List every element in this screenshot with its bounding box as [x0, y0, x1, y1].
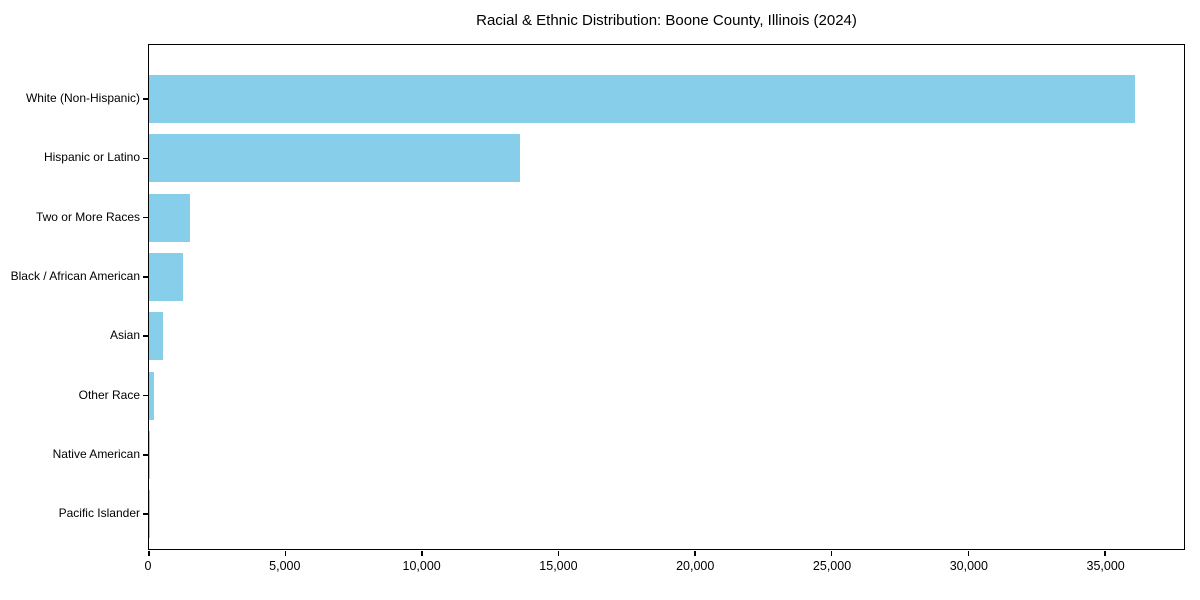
y-axis-label-white-non-hispanic: White (Non-Hispanic) [25, 91, 140, 105]
x-tick-label: 15,000 [539, 559, 578, 573]
y-tick-mark [143, 157, 149, 160]
y-tick-mark [143, 276, 149, 278]
x-tick-mark [284, 550, 287, 556]
y-tick-mark [143, 98, 149, 100]
x-tick-mark [694, 550, 696, 556]
y-tick-mark [143, 513, 149, 515]
x-tick-mark [148, 550, 150, 556]
x-tick-label: 30,000 [949, 559, 988, 573]
x-tick-label: 35,000 [1086, 559, 1125, 573]
y-tick-mark [143, 216, 149, 219]
bar-hispanic-or-latino [149, 134, 521, 183]
x-tick-mark [421, 550, 423, 556]
bar-asian [149, 312, 163, 361]
y-tick-mark [143, 335, 149, 337]
y-axis-label-asian: Asian [109, 328, 140, 343]
x-tick-label: 5,000 [269, 559, 301, 573]
x-tick-label: 0 [144, 559, 152, 573]
x-tick-label: 25,000 [812, 559, 852, 573]
y-axis-label-black-african-american: Black / African American [10, 268, 140, 283]
y-axis-label-native-american: Native American [52, 446, 140, 461]
bar-white-non-hispanic [149, 75, 1135, 123]
x-tick-mark [557, 550, 560, 556]
x-tick-label: 20,000 [676, 559, 715, 573]
y-tick-mark [143, 454, 149, 456]
bar-native-american [149, 430, 151, 479]
y-axis-label-two-or-more-races: Two or More Races [35, 209, 140, 224]
x-tick-label: 10,000 [402, 559, 441, 573]
chart-title: Racial & Ethnic Distribution: Boone Coun… [476, 12, 857, 29]
plot-area [143, 44, 1185, 556]
x-tick-mark [1104, 550, 1106, 556]
bar-two-or-more-races [149, 193, 190, 242]
bar-other-race [149, 371, 155, 420]
y-axis-label-pacific-islander: Pacific Islander [58, 506, 140, 521]
x-tick-mark [830, 550, 833, 556]
x-tick-mark [967, 550, 969, 556]
y-axis-label-other-race: Other Race [78, 387, 140, 402]
y-axis-label-hispanic-or-latino: Hispanic or Latino [43, 150, 140, 165]
bar-black-african-american [149, 252, 184, 301]
y-tick-mark [143, 394, 149, 397]
